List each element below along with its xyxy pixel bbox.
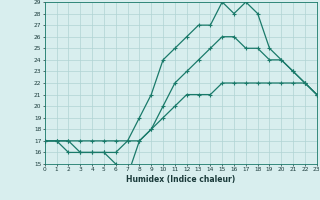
- X-axis label: Humidex (Indice chaleur): Humidex (Indice chaleur): [126, 175, 236, 184]
